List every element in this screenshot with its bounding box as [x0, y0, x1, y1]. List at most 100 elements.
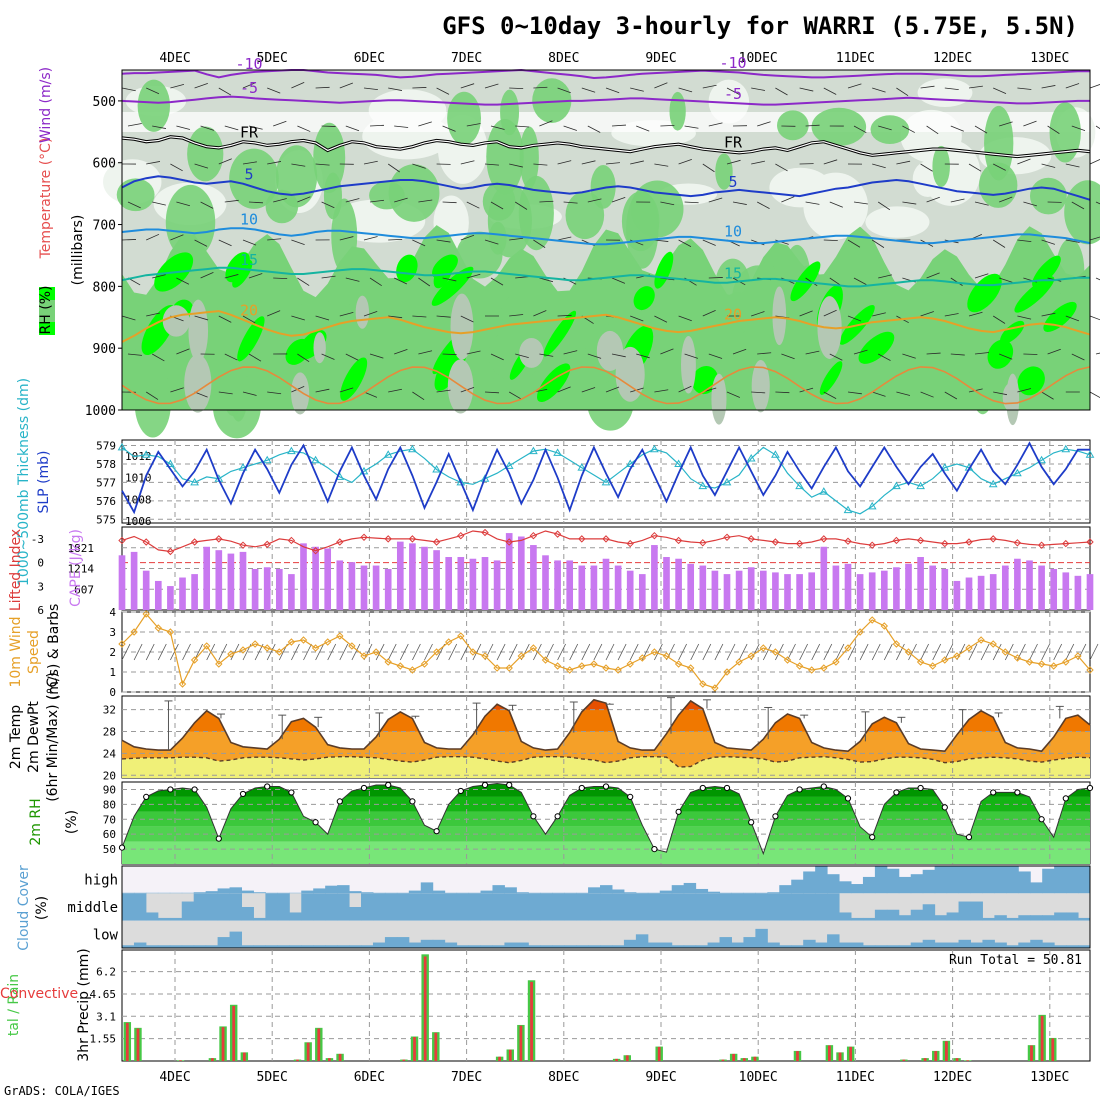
cape-bar: [880, 570, 888, 610]
wind-barb: [636, 125, 650, 132]
wind-barb: [297, 353, 310, 362]
cape-bar: [917, 557, 924, 610]
wind10-marker: [541, 656, 550, 664]
cape-bar: [808, 572, 816, 610]
rh2m-marker: [1038, 816, 1045, 823]
cloud-cell-middle: [265, 893, 278, 921]
thickness-marker: [843, 505, 853, 514]
wind-barb: [799, 87, 814, 92]
cloud-cell-high: [755, 892, 768, 894]
wind-barb: [436, 389, 451, 393]
wind-barb: [654, 315, 668, 323]
cloud-cell-middle: [217, 893, 231, 921]
rh2m-marker: [554, 813, 561, 820]
wind-barb: [509, 314, 524, 317]
wind10-marker: [1074, 652, 1082, 660]
rh2m-marker: [288, 789, 295, 796]
rh2m-marker: [264, 783, 271, 790]
wind10-barb: [811, 643, 821, 661]
thickness-marker: [819, 487, 829, 495]
cape-tick-label: 1214: [68, 563, 95, 576]
cloud-cell-middle: [157, 917, 171, 921]
wind-barb: [829, 353, 843, 361]
cape-bar: [1050, 568, 1058, 610]
wind-barb: [436, 87, 450, 95]
wind-barb: [176, 125, 191, 130]
wind-tick-label: 3: [109, 626, 116, 639]
cloud-cell-low: [719, 937, 732, 948]
pressure-tick-label: 1000: [85, 404, 116, 419]
cloud-cell-middle: [886, 909, 900, 921]
lifted-index-marker: [844, 537, 852, 545]
rh2m-band: [122, 826, 1090, 842]
wind10-marker: [348, 642, 356, 650]
cape-tick-label: 1821: [68, 542, 95, 555]
rh2m-marker: [118, 844, 126, 851]
rh2m-marker: [796, 786, 803, 793]
cloud-cell-high: [301, 890, 314, 894]
wind-barb: [418, 350, 433, 355]
isotherm-label: 15: [724, 265, 742, 283]
wind-barb: [394, 125, 409, 128]
wind10-barb: [629, 643, 639, 661]
cloud-cell-middle: [970, 901, 983, 921]
thickness-marker: [1085, 450, 1095, 458]
lifted-index-marker: [166, 547, 175, 556]
wind-barb: [557, 160, 572, 165]
cape-bar: [360, 565, 368, 610]
wind10-barb: [218, 643, 228, 661]
cloud-panel-frame: [121, 865, 1091, 949]
cloud-cell-high: [552, 892, 565, 894]
wind-barb: [170, 163, 183, 172]
wind-barb: [484, 163, 499, 166]
slp-panel-frame: [121, 439, 1091, 524]
temp-area-mid: [122, 699, 1090, 732]
wind10-marker: [771, 648, 780, 656]
cloud-cell-high: [635, 892, 649, 894]
rh-moist-cell: [962, 329, 979, 374]
wind10-barb: [1041, 643, 1050, 661]
cloud-cell-middle: [611, 893, 625, 921]
wind-barb: [442, 353, 457, 356]
precip-panel-frame: [121, 949, 1091, 1062]
rh2m-marker: [941, 804, 948, 811]
cloud-cell-low: [361, 945, 374, 948]
cape-bar: [384, 568, 392, 610]
cloud-cell-high: [958, 866, 971, 894]
cloud-cell-low: [480, 945, 493, 948]
cape-bar: [191, 574, 198, 610]
cloud-cell-middle: [588, 893, 601, 921]
rh2m-axis-label-2: (%): [64, 810, 80, 834]
cape-bar: [941, 568, 949, 610]
wind10-barb: [182, 643, 191, 661]
wind-barb: [200, 125, 215, 131]
cloud-cell-high: [420, 882, 434, 894]
cape-bar: [396, 541, 404, 610]
cloud-cell-high: [1078, 866, 1091, 894]
thickness-marker: [117, 442, 127, 451]
cloud-cell-high: [372, 892, 386, 894]
precip-convective-bar: [221, 1027, 225, 1061]
wind10-marker: [711, 684, 719, 692]
rh2m-band: [122, 811, 1090, 827]
cape-bar: [1086, 574, 1094, 610]
cloud-cell-middle: [408, 893, 422, 921]
wind10-marker: [275, 648, 284, 656]
wind-barb: [751, 87, 766, 91]
precip-convective-bar: [328, 1058, 331, 1061]
thickness-marker: [892, 481, 901, 490]
cloud-cell-low: [922, 939, 936, 948]
wind-barb: [291, 163, 306, 167]
precip-axis-label-conv: Convective: [0, 986, 78, 1002]
cloud-cell-middle: [325, 893, 338, 921]
cloud-cell-low: [683, 945, 697, 948]
cloud-cell-low: [934, 942, 948, 948]
wind10-marker: [820, 664, 828, 672]
wind-barb: [999, 196, 1013, 203]
wind-barb: [678, 87, 693, 93]
wind-barb: [757, 201, 770, 209]
cloud-cell-middle: [420, 893, 434, 921]
slp-tick-label: 1006: [125, 515, 152, 528]
thickness-marker: [262, 455, 272, 464]
cloud-cell-low: [157, 945, 171, 948]
